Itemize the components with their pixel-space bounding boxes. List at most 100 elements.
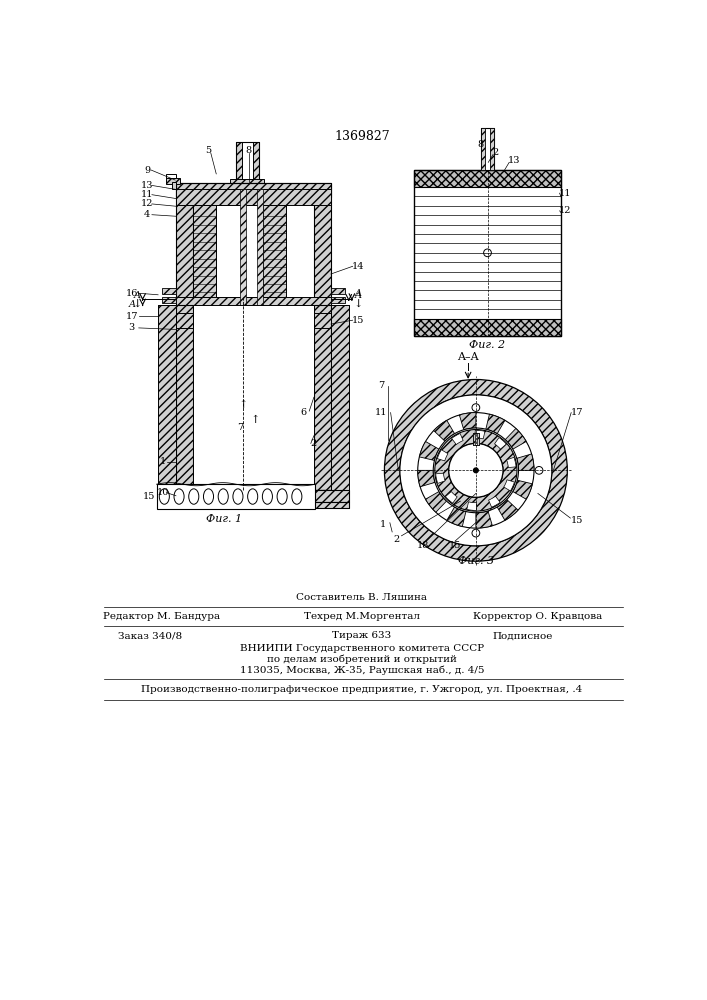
Wedge shape: [447, 507, 466, 527]
Wedge shape: [504, 480, 515, 491]
Text: A: A: [355, 291, 361, 300]
Text: Подписное: Подписное: [492, 631, 553, 640]
Circle shape: [449, 443, 503, 497]
Wedge shape: [486, 414, 505, 434]
Text: 2: 2: [310, 439, 316, 448]
Bar: [481, 128, 493, 170]
Circle shape: [472, 529, 480, 537]
Text: Техред М.Моргентал: Техред М.Моргентал: [304, 612, 420, 621]
Text: A: A: [128, 300, 135, 309]
Text: Производственно-полиграфическое предприятие, г. Ужгород, ул. Проектная, .4: Производственно-полиграфическое предприя…: [141, 685, 583, 694]
Bar: [414, 319, 561, 336]
Bar: [477, 433, 479, 445]
Bar: [314, 197, 331, 305]
Wedge shape: [467, 502, 477, 510]
Text: 1369827: 1369827: [334, 130, 390, 143]
Bar: [216, 205, 263, 297]
Bar: [331, 297, 345, 303]
Bar: [176, 189, 331, 205]
Text: 7: 7: [378, 381, 385, 390]
Bar: [230, 179, 264, 185]
Wedge shape: [419, 441, 439, 460]
Bar: [176, 183, 331, 197]
Bar: [314, 312, 331, 328]
Wedge shape: [433, 420, 455, 441]
Text: Редактор М. Бандура: Редактор М. Бандура: [103, 612, 221, 621]
Ellipse shape: [292, 489, 302, 504]
Bar: [176, 490, 331, 502]
Text: ↓: ↓: [354, 300, 363, 310]
Wedge shape: [507, 457, 516, 468]
Bar: [172, 182, 176, 189]
Bar: [162, 288, 176, 294]
Bar: [473, 433, 475, 445]
Text: 113035, Москва, Ж-35, Раушская наб., д. 4/5: 113035, Москва, Ж-35, Раушская наб., д. …: [240, 665, 484, 675]
Circle shape: [433, 428, 518, 513]
Text: 9: 9: [144, 166, 151, 175]
Text: Фиг. 3: Фиг. 3: [458, 556, 494, 566]
Text: A–A: A–A: [457, 352, 479, 362]
Text: Составитель В. Ляшина: Составитель В. Ляшина: [296, 593, 428, 602]
Text: 15: 15: [449, 541, 461, 550]
Wedge shape: [517, 454, 534, 470]
Wedge shape: [460, 413, 476, 430]
Text: 5: 5: [206, 146, 211, 155]
Ellipse shape: [247, 489, 258, 504]
Bar: [490, 128, 493, 170]
Text: 2: 2: [492, 148, 498, 157]
Text: 3: 3: [129, 323, 135, 332]
Text: 17: 17: [126, 312, 138, 321]
Text: 14: 14: [352, 262, 364, 271]
Bar: [158, 490, 349, 502]
Text: 17: 17: [571, 408, 583, 417]
Wedge shape: [435, 430, 517, 511]
Wedge shape: [494, 438, 506, 449]
Wedge shape: [452, 433, 463, 445]
Text: 11: 11: [559, 189, 571, 198]
Wedge shape: [426, 492, 447, 512]
Text: 15: 15: [571, 516, 583, 525]
Text: 8: 8: [246, 146, 252, 155]
Wedge shape: [438, 450, 448, 461]
Ellipse shape: [189, 489, 199, 504]
Text: Тираж 633: Тираж 633: [332, 631, 392, 640]
Ellipse shape: [233, 489, 243, 504]
Bar: [176, 305, 193, 490]
Text: ↑: ↑: [250, 415, 259, 425]
Wedge shape: [497, 500, 518, 520]
Bar: [481, 128, 485, 170]
Bar: [176, 312, 193, 328]
Text: 13: 13: [508, 156, 520, 165]
Ellipse shape: [262, 489, 272, 504]
Bar: [176, 183, 331, 197]
Text: 15: 15: [352, 316, 364, 325]
Bar: [331, 288, 345, 294]
Bar: [414, 170, 561, 187]
Bar: [240, 189, 246, 312]
Ellipse shape: [174, 489, 184, 504]
Bar: [166, 178, 180, 184]
Circle shape: [474, 468, 478, 473]
Wedge shape: [475, 430, 485, 439]
Bar: [235, 142, 259, 182]
Bar: [257, 189, 263, 312]
Circle shape: [484, 249, 491, 257]
Wedge shape: [506, 428, 526, 449]
Text: 15: 15: [143, 492, 155, 501]
Bar: [158, 502, 349, 508]
Bar: [252, 142, 259, 182]
Bar: [176, 297, 331, 312]
Wedge shape: [513, 480, 532, 499]
Bar: [314, 305, 331, 490]
Bar: [193, 205, 216, 297]
Text: 7: 7: [237, 424, 243, 432]
Text: 11: 11: [375, 408, 387, 417]
Bar: [158, 502, 349, 508]
Text: Заказ 340/8: Заказ 340/8: [118, 631, 182, 640]
Text: Корректор О. Кравцова: Корректор О. Кравцова: [473, 612, 602, 621]
Text: 8: 8: [477, 140, 484, 149]
Text: 12: 12: [559, 206, 571, 215]
Bar: [235, 142, 242, 182]
Text: по делам изобретений и открытий: по делам изобретений и открытий: [267, 654, 457, 664]
Text: Фиг. 1: Фиг. 1: [206, 514, 242, 524]
